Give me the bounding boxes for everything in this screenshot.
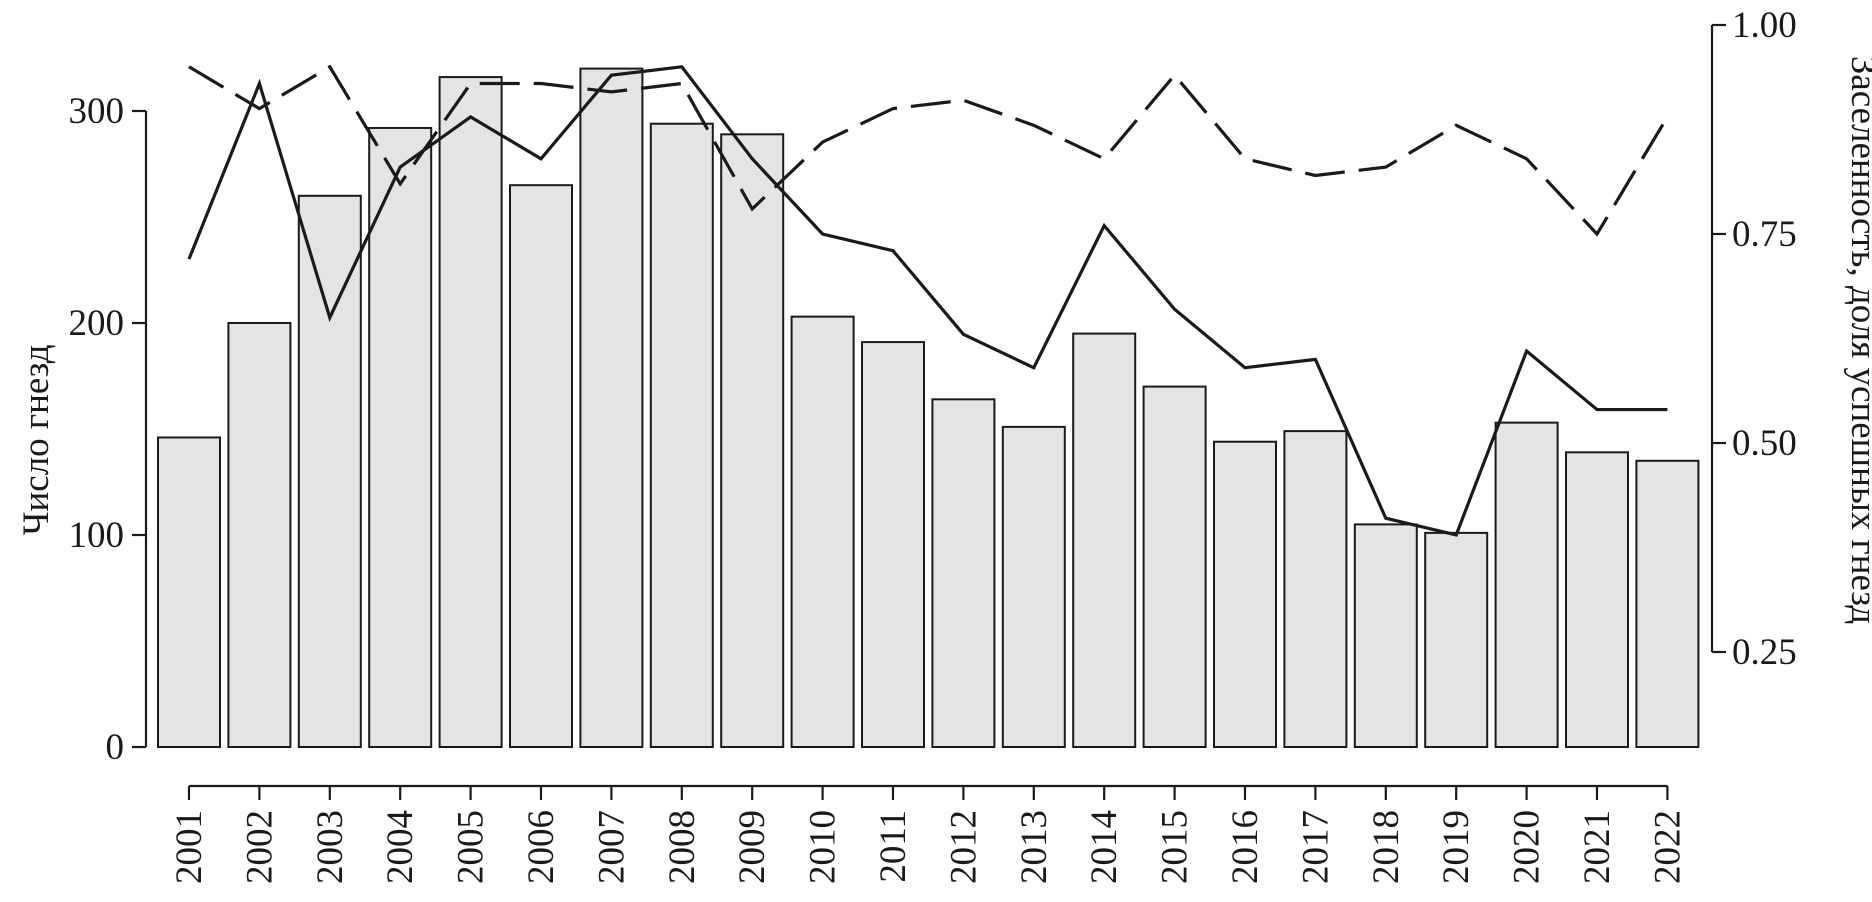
- x-tick-label-2008: 2008: [662, 810, 703, 884]
- bar-2019: [1424, 531, 1489, 748]
- lines-layer: [187, 64, 1669, 537]
- x-tick-label-2011: 2011: [873, 810, 914, 883]
- bar-2010: [790, 315, 855, 748]
- bar-2016: [1213, 440, 1277, 748]
- bar-2005: [438, 76, 503, 748]
- bar-2022: [1635, 459, 1700, 748]
- bar-2018: [1353, 523, 1418, 749]
- x-tick-label-2001: 2001: [169, 810, 210, 884]
- left-tick-label-0: 0: [106, 727, 125, 768]
- x-tick-label-2022: 2022: [1647, 810, 1688, 884]
- bar-2014: [1072, 332, 1137, 748]
- right-tick-label-0.25: 0.25: [1732, 632, 1797, 673]
- left-tick-label-300: 300: [69, 91, 125, 132]
- bar-2012: [931, 398, 996, 748]
- bar-2007: [579, 67, 644, 749]
- x-tick-label-2016: 2016: [1225, 810, 1266, 884]
- right-tick-label-1.00: 1.00: [1732, 5, 1797, 46]
- x-tick-label-2004: 2004: [380, 810, 421, 884]
- x-tick-label-2019: 2019: [1436, 810, 1477, 884]
- bar-2013: [1001, 425, 1066, 748]
- bar-2002: [227, 322, 292, 748]
- x-tick-label-2020: 2020: [1507, 810, 1548, 884]
- axes-layer: 0 100 200 300 0.25 0.50 0.75 1.00 2001 2002 2003 20…: [69, 5, 1797, 884]
- series-line-dashed: [188, 64, 1669, 237]
- bar-2001: [157, 436, 221, 748]
- y-axis-title-right: Заселенность, доля успешных гнезд: [1843, 56, 1872, 624]
- bar-2009: [720, 133, 785, 748]
- x-tick-label-2012: 2012: [943, 810, 984, 884]
- x-tick-label-2010: 2010: [803, 810, 844, 884]
- x-tick-label-2021: 2021: [1577, 810, 1618, 884]
- x-tick-label-2009: 2009: [732, 810, 773, 884]
- bar-2021: [1565, 451, 1629, 748]
- bar-2006: [509, 184, 573, 748]
- x-tick-label-2013: 2013: [1014, 810, 1055, 884]
- bar-2017: [1283, 430, 1348, 748]
- x-tick-label-2002: 2002: [239, 810, 280, 884]
- bar-2004: [368, 126, 433, 748]
- bar-2011: [861, 341, 925, 748]
- x-tick-label-2015: 2015: [1155, 810, 1196, 884]
- bar-2008: [649, 122, 714, 749]
- left-tick-label-200: 200: [69, 303, 125, 344]
- x-tick-label-2014: 2014: [1084, 810, 1125, 884]
- series-line-solid: [187, 65, 1668, 537]
- y-axis-title-left: Число гнезд: [16, 344, 57, 535]
- x-tick-label-2018: 2018: [1366, 810, 1407, 884]
- x-tick-label-2007: 2007: [591, 810, 632, 884]
- right-tick-label-0.50: 0.50: [1732, 423, 1797, 464]
- bar-2015: [1142, 385, 1207, 748]
- x-tick-label-2017: 2017: [1295, 810, 1336, 884]
- x-tick-label-2005: 2005: [451, 810, 492, 884]
- bar-2020: [1494, 421, 1559, 748]
- bar-2003: [297, 194, 362, 749]
- x-tick-label-2006: 2006: [521, 810, 562, 884]
- right-tick-label-0.75: 0.75: [1732, 214, 1797, 255]
- x-tick-label-2003: 2003: [310, 810, 351, 884]
- left-tick-label-100: 100: [69, 515, 125, 556]
- bars-layer: [157, 67, 1700, 749]
